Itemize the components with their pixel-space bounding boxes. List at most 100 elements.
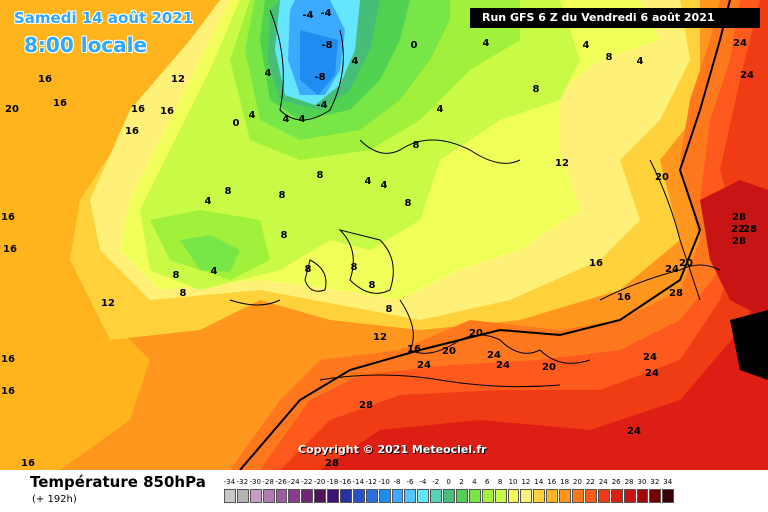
legend-tick: -18	[326, 478, 339, 486]
legend-swatch	[481, 489, 494, 503]
contour-label: 20	[542, 362, 556, 373]
legend-tick: -24	[288, 478, 300, 486]
legend-tick: 22	[585, 478, 595, 486]
legend-cell: -18	[326, 478, 340, 506]
contour-label: 16	[1, 212, 15, 223]
contour-label: 24	[643, 352, 657, 363]
legend-cell: 12	[519, 478, 533, 506]
legend-tick: -8	[393, 478, 401, 486]
legend-cell: -28	[262, 478, 275, 506]
legend-swatch	[262, 489, 275, 503]
legend-swatch	[236, 489, 249, 503]
legend-tick: -30	[249, 478, 261, 486]
contour-label: -8	[321, 40, 332, 51]
contour-label: 20	[469, 328, 483, 339]
legend-cell: 16	[545, 478, 559, 506]
legend-swatch	[224, 489, 236, 503]
contour-label: 16	[589, 258, 603, 269]
legend-swatch	[636, 489, 649, 503]
contour-label: 8	[413, 140, 420, 151]
contour-label: 0	[233, 118, 240, 129]
legend-cell: 20	[571, 478, 584, 506]
contour-label: 20	[655, 172, 669, 183]
legend-cell: 10	[507, 478, 520, 506]
legend-tick: -2	[432, 478, 440, 486]
contour-label: 4	[205, 196, 212, 207]
legend-tick: 34	[663, 478, 673, 486]
legend-cell: -32	[236, 478, 249, 506]
contour-label: -4	[320, 8, 331, 19]
contour-label: 12	[101, 298, 115, 309]
legend-tick: -20	[313, 478, 326, 486]
contour-label: 16	[617, 292, 631, 303]
contour-label: 4	[637, 56, 644, 67]
legend-swatch	[520, 489, 533, 503]
contour-label: 28	[325, 458, 339, 469]
legend-tick: 8	[497, 478, 503, 486]
contour-label: 12	[171, 74, 185, 85]
legend-cell: 34	[661, 478, 675, 506]
contour-label: -4	[302, 10, 313, 21]
legend-swatch	[610, 489, 623, 503]
contour-label: 8	[317, 170, 324, 181]
contour-label: 28	[732, 212, 746, 223]
contour-label: 22	[731, 224, 745, 235]
legend-swatch	[404, 489, 417, 503]
contour-label: 8	[405, 198, 412, 209]
legend-cell: -26	[275, 478, 288, 506]
contour-label: 4	[299, 114, 306, 125]
legend-tick: 24	[598, 478, 608, 486]
legend-cell: -34	[223, 478, 236, 506]
contour-label: 4	[437, 104, 444, 115]
legend-swatch	[468, 489, 481, 503]
legend-cell: -24	[287, 478, 301, 506]
legend-cell: 30	[636, 478, 649, 506]
contour-label: 16	[53, 98, 67, 109]
legend-cell: 22	[584, 478, 597, 506]
contour-label: 24	[487, 350, 501, 361]
legend-tick: 20	[573, 478, 582, 486]
contour-label: 8	[173, 270, 180, 281]
contour-label: 4	[483, 38, 490, 49]
legend-swatch	[352, 489, 365, 503]
contour-label: 16	[21, 458, 35, 469]
contour-label: 4	[249, 110, 256, 121]
legend-swatch	[584, 489, 597, 503]
legend-cell: -6	[403, 478, 417, 506]
legend-cell: -4	[416, 478, 430, 506]
contour-label: 20	[442, 346, 456, 357]
legend-swatch	[378, 489, 391, 503]
field-16	[0, 0, 230, 470]
contour-label: 8	[180, 288, 187, 299]
legend-cell: -20	[313, 478, 327, 506]
legend-cell: 2	[455, 478, 468, 506]
contour-label: 24	[496, 360, 510, 371]
lead-time: (+ 192h)	[32, 494, 77, 505]
legend-swatch	[546, 489, 559, 503]
legend-cell: 24	[597, 478, 610, 506]
temperature-map: 16 12 20 16 16 16 16 0 4 4 4 4 -4 -4 -8 -8 -4 4 0 4 4 4 8 4 8 8 12…	[0, 0, 768, 470]
legend-tick: -22	[301, 478, 313, 486]
legend-swatch	[391, 489, 404, 503]
contour-label: 20	[5, 104, 19, 115]
legend-tick: 2	[459, 478, 464, 486]
legend-swatch	[288, 489, 301, 503]
legend-tick: -6	[406, 478, 414, 486]
legend-swatch	[456, 489, 468, 503]
legend-tick: 18	[560, 478, 570, 486]
contour-label: 4	[381, 180, 388, 191]
legend-cell: -14	[352, 478, 365, 506]
contour-label: 0	[411, 40, 418, 51]
legend-tick: 12	[521, 478, 531, 486]
contour-label: 8	[351, 262, 358, 273]
contour-label: 24	[645, 368, 659, 379]
contour-label: 8	[281, 230, 288, 241]
contour-label: 24	[665, 264, 679, 275]
legend-tick: 16	[547, 478, 557, 486]
contour-label: 4	[283, 114, 290, 125]
legend-tick: -34	[223, 478, 236, 486]
contour-label: 20	[679, 258, 693, 269]
contour-label: 28	[732, 236, 746, 247]
contour-label: 16	[131, 104, 145, 115]
